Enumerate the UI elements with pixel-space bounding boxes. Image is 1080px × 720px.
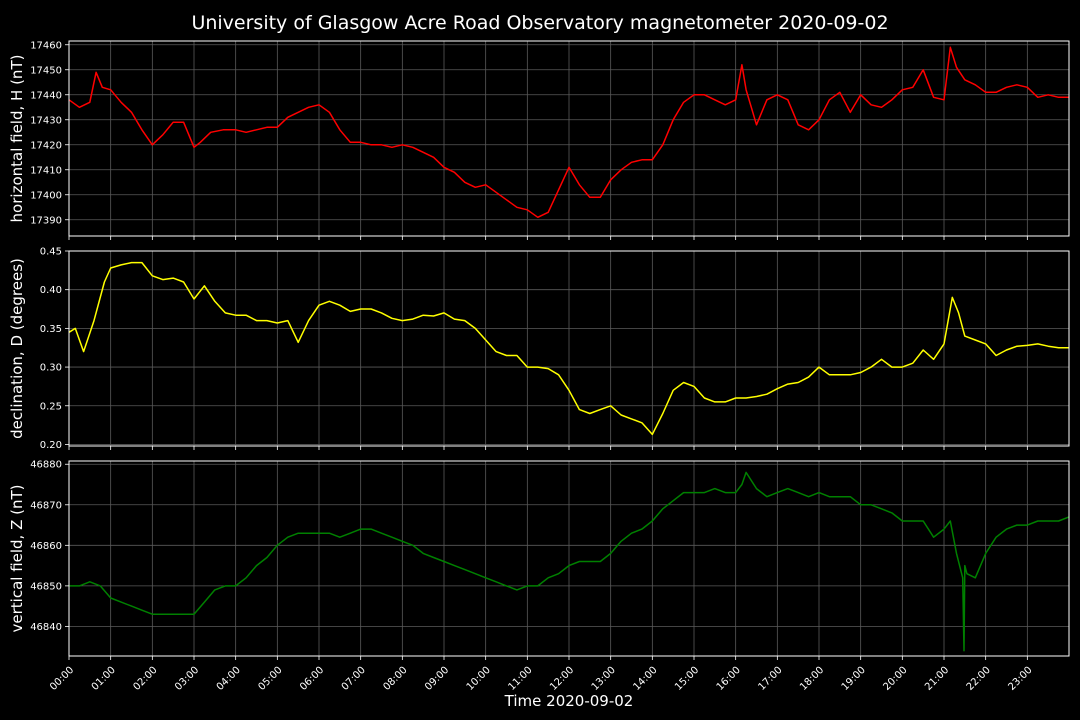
data-series-line — [69, 471, 1070, 652]
y-tick-label: 46850 — [30, 581, 62, 592]
y-tick-label: 0.40 — [40, 285, 62, 296]
panel-1: 17390 17400 17410 17420 17430 17440 17450 17460… — [8, 40, 1070, 240]
panel-2: 0.20 0.25 0.30 0.35 0.40 0.45 declination, D (… — [8, 247, 1070, 451]
y-tick-label: 46870 — [30, 500, 62, 511]
y-tick-label: 46860 — [30, 541, 62, 552]
y-tick-label: 46880 — [30, 460, 62, 471]
y-tick-label: 46840 — [30, 622, 62, 633]
y-tick-label: 17460 — [30, 40, 62, 51]
plot-frame — [68, 250, 1070, 447]
y-tick-label: 0.25 — [40, 401, 62, 412]
data-series-line — [68, 46, 1069, 219]
figure-title: University of Glasgow Acre Road Observat… — [191, 12, 888, 34]
y-tick-label: 0.20 — [40, 440, 62, 451]
y-tick-label: 0.35 — [40, 324, 62, 335]
y-tick-label: 17410 — [30, 165, 62, 176]
y-tick-label: 17390 — [30, 215, 62, 226]
plot-frame — [68, 40, 1070, 237]
y-tick-label: 0.30 — [40, 363, 62, 374]
y-tick-label: 17440 — [30, 90, 62, 101]
y-tick-label: 0.45 — [40, 247, 62, 258]
y-axis-label: declination, D (degrees) — [8, 258, 26, 439]
y-tick-label: 17400 — [30, 190, 62, 201]
data-series-line — [68, 261, 1069, 436]
y-axis-label: vertical field, Z (nT) — [8, 484, 26, 632]
y-tick-label: 17430 — [30, 115, 62, 126]
y-tick-label: 17450 — [30, 65, 62, 76]
y-tick-label: 17420 — [30, 140, 62, 151]
plot-frame — [68, 460, 1070, 657]
x-axis-label: Time 2020-09-02 — [504, 692, 634, 710]
y-axis-label: horizontal field, H (nT) — [8, 55, 26, 223]
